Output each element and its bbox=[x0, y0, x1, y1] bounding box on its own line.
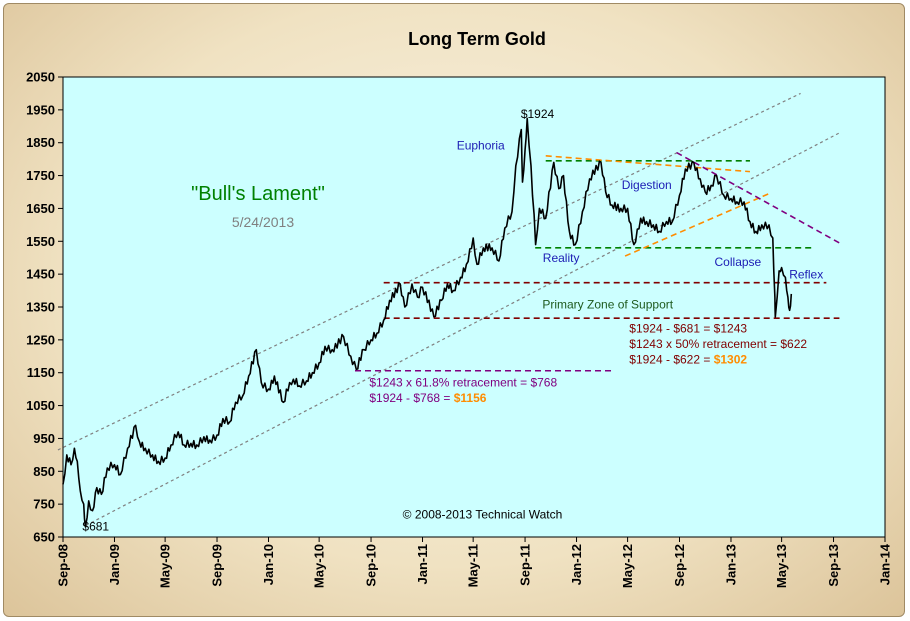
annotation: Primary Zone of Support bbox=[542, 298, 673, 312]
annotations: $1924 $681 Euphoria Reality Digestion Collaps… bbox=[82, 107, 823, 533]
annotation-text: © 2008-2013 Technical Watch bbox=[403, 507, 563, 521]
annotation-text: Euphoria bbox=[457, 139, 505, 153]
x-tick-label: Sep-10 bbox=[364, 544, 379, 587]
trend-line bbox=[85, 132, 840, 527]
trend-line bbox=[676, 151, 840, 244]
y-tick-label: 1850 bbox=[26, 135, 55, 150]
x-tick-label: May-11 bbox=[466, 544, 481, 587]
annotation: $1924 - $681 = $1243 bbox=[629, 322, 747, 336]
y-tick-label: 1450 bbox=[26, 267, 55, 282]
x-tick-label: Sep-08 bbox=[56, 544, 71, 587]
x-tick-label: Jan-12 bbox=[569, 544, 584, 585]
annotation-text: $1924 - $681 = $1243 bbox=[629, 322, 747, 336]
x-tick-label: May-09 bbox=[158, 544, 173, 588]
x-tick-label: May-10 bbox=[312, 544, 327, 588]
y-tick-label: 950 bbox=[33, 431, 55, 446]
annotation-text: Reality bbox=[543, 251, 580, 265]
annotation: Euphoria bbox=[457, 139, 505, 153]
x-tick-label: Jan-13 bbox=[723, 544, 738, 585]
x-tick-label: Jan-10 bbox=[261, 544, 276, 585]
y-tick-label: 1350 bbox=[26, 300, 55, 315]
y-tick-label: 1750 bbox=[26, 168, 55, 183]
y-tick-label: 1650 bbox=[26, 201, 55, 216]
annotation: $1924 - $622 = $1302 bbox=[629, 353, 747, 367]
x-tick-label: Sep-13 bbox=[826, 544, 841, 587]
annotation-text: $1243 x 61.8% retracement = $768 bbox=[369, 376, 557, 390]
y-tick-label: 1250 bbox=[26, 332, 55, 347]
plot-area bbox=[62, 76, 886, 538]
x-tick-label: Sep-12 bbox=[672, 544, 687, 587]
annotation: $1924 bbox=[521, 107, 555, 121]
x-tick-label: Sep-11 bbox=[518, 544, 533, 586]
annotation: $1243 x 50% retracement = $622 bbox=[629, 337, 807, 351]
annotation-value: $1156 bbox=[454, 391, 487, 405]
y-tick-label: 650 bbox=[33, 530, 55, 545]
annotation-text: $1924 bbox=[521, 107, 555, 121]
annotation: Digestion bbox=[622, 178, 672, 192]
x-tick-label: Sep-09 bbox=[210, 544, 225, 587]
annotation: $1924 - $768 = $1156 bbox=[369, 391, 486, 405]
y-tick-label: 1950 bbox=[26, 102, 55, 117]
y-tick-label: 2050 bbox=[26, 70, 55, 85]
annotation: Reality bbox=[543, 251, 580, 265]
annotation: Collapse bbox=[715, 255, 762, 269]
annotation-text: $1924 - $768 = bbox=[369, 391, 453, 405]
y-axis: 650 750 850 950 1050 1150 1250 1350 1450 1550 1650… bbox=[26, 70, 63, 545]
inset-title: "Bull's Lament" bbox=[191, 183, 325, 205]
gold-price-series bbox=[62, 117, 793, 528]
annotation-text: Reflex bbox=[789, 268, 823, 282]
annotation-text: $1924 - $622 = bbox=[629, 353, 713, 367]
x-tick-label: May-12 bbox=[620, 544, 635, 588]
chart-title: Long Term Gold bbox=[408, 29, 546, 49]
x-tick-label: Jan-09 bbox=[107, 544, 122, 585]
annotation-text: Primary Zone of Support bbox=[542, 298, 673, 312]
annotation-text: Digestion bbox=[622, 178, 672, 192]
x-axis: Sep-08 Jan-09 May-09 Sep-09 Jan-10 May-10 Sep-… bbox=[56, 537, 893, 588]
x-tick-label: Jan-14 bbox=[878, 543, 893, 585]
annotation: $681 bbox=[82, 519, 109, 533]
annotation: © 2008-2013 Technical Watch bbox=[403, 507, 563, 521]
x-tick-label: Jan-11 bbox=[415, 544, 430, 584]
y-tick-label: 750 bbox=[33, 497, 55, 512]
annotation-text: $1243 x 50% retracement = $622 bbox=[629, 337, 807, 351]
annotation: Reflex bbox=[789, 268, 823, 282]
annotation-text: Collapse bbox=[715, 255, 762, 269]
y-tick-label: 1150 bbox=[27, 365, 55, 380]
annotation: $1243 x 61.8% retracement = $768 bbox=[369, 376, 557, 390]
x-tick-label: May-13 bbox=[774, 544, 789, 588]
trend-line bbox=[545, 155, 751, 173]
inset-date: 5/24/2013 bbox=[232, 214, 294, 230]
annotation-text: $681 bbox=[82, 519, 109, 533]
y-tick-label: 1050 bbox=[26, 398, 55, 413]
annotation-value: $1302 bbox=[714, 353, 748, 367]
y-tick-label: 850 bbox=[33, 464, 55, 479]
y-tick-label: 1550 bbox=[26, 234, 55, 249]
